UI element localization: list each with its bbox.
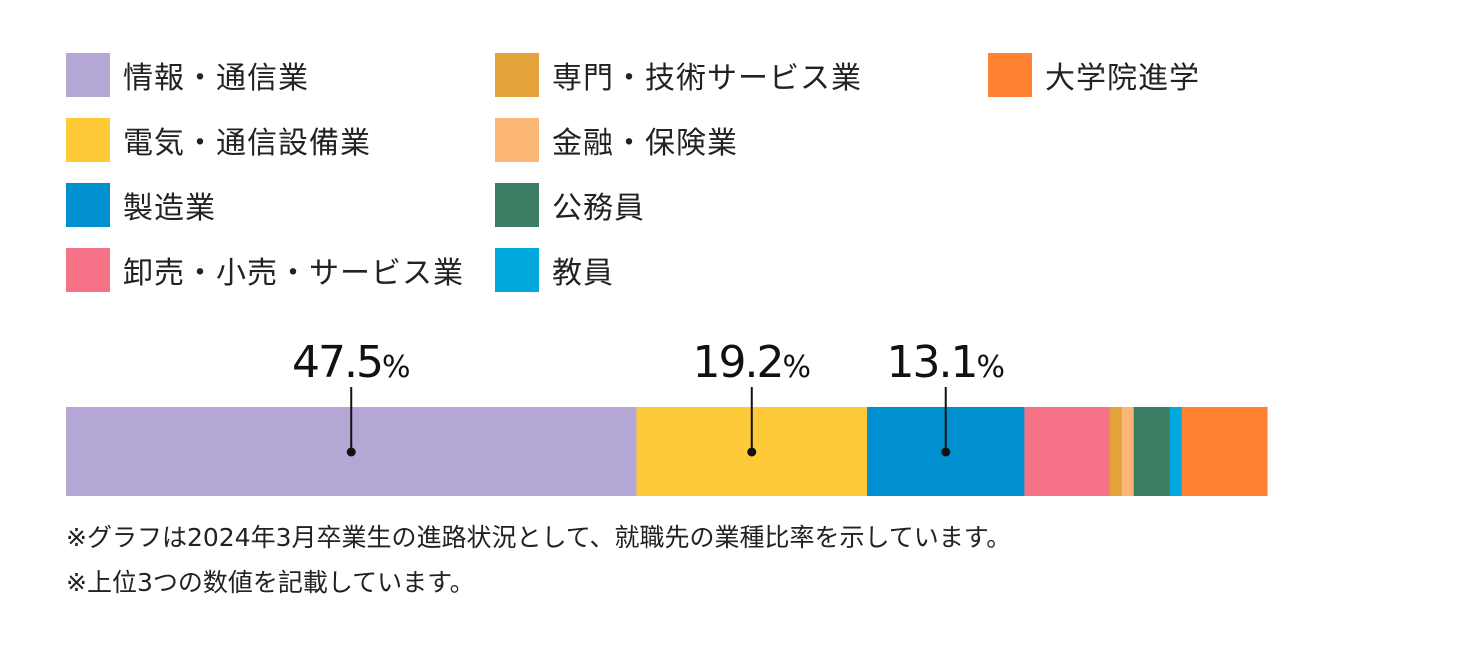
bar-segment [1121, 407, 1135, 496]
bar-segment [1169, 407, 1183, 496]
data-label: 47.5% [292, 337, 410, 388]
legend-swatch [495, 183, 539, 227]
data-label-value: 47.5 [292, 337, 382, 388]
legend-item: 製造業 [66, 183, 216, 227]
footnote-1: ※グラフは2024年3月卒業生の進路状況として、就職先の業種比率を示しています。 [66, 523, 1012, 552]
data-label: 19.2% [693, 337, 811, 388]
legend-label: 金融・保険業 [552, 126, 738, 161]
legend-label: 情報・通信業 [123, 61, 309, 96]
legend-swatch [495, 118, 539, 162]
legend-label: 公務員 [552, 191, 645, 226]
legend-item: 電気・通信設備業 [66, 118, 371, 162]
legend-swatch [988, 53, 1032, 97]
legend-swatch [495, 53, 539, 97]
leader-dot [346, 447, 356, 457]
legend-item: 公務員 [495, 183, 645, 227]
legend-item: 卸売・小売・サービス業 [66, 248, 464, 292]
bar-segment [1109, 407, 1123, 496]
data-label: 13.1% [886, 337, 1004, 388]
legend-item: 情報・通信業 [66, 53, 309, 97]
legend-label: 専門・技術サービス業 [552, 61, 862, 96]
bar-segment [1024, 407, 1111, 496]
stacked-bar-chart: 47.5% 19.2% 13.1% [66, 337, 1268, 496]
leader-dot [941, 447, 951, 457]
data-label-unit: % [782, 350, 811, 385]
legend-swatch [495, 248, 539, 292]
data-label-unit: % [382, 350, 411, 385]
bar-segment [1133, 407, 1171, 496]
data-label-unit: % [976, 350, 1005, 385]
data-label-value: 19.2 [693, 337, 783, 388]
legend-swatch [66, 248, 110, 292]
legend-swatch [66, 183, 110, 227]
legend-swatch [66, 118, 110, 162]
legend-label: 卸売・小売・サービス業 [123, 256, 464, 291]
legend-item: 金融・保険業 [495, 118, 738, 162]
legend-item: 大学院進学 [988, 53, 1200, 97]
legend-label: 製造業 [123, 191, 216, 226]
leader-dot [747, 447, 757, 457]
bar-segment [1181, 407, 1268, 496]
legend-item: 教員 [495, 248, 614, 292]
legend-swatch [66, 53, 110, 97]
footnote-2: ※上位3つの数値を記載しています。 [66, 568, 475, 597]
data-label-value: 13.1 [886, 337, 976, 388]
legend-item: 専門・技術サービス業 [495, 53, 862, 97]
legend-label: 電気・通信設備業 [123, 126, 371, 161]
legend-label: 教員 [552, 256, 614, 291]
legend-label: 大学院進学 [1045, 61, 1200, 96]
